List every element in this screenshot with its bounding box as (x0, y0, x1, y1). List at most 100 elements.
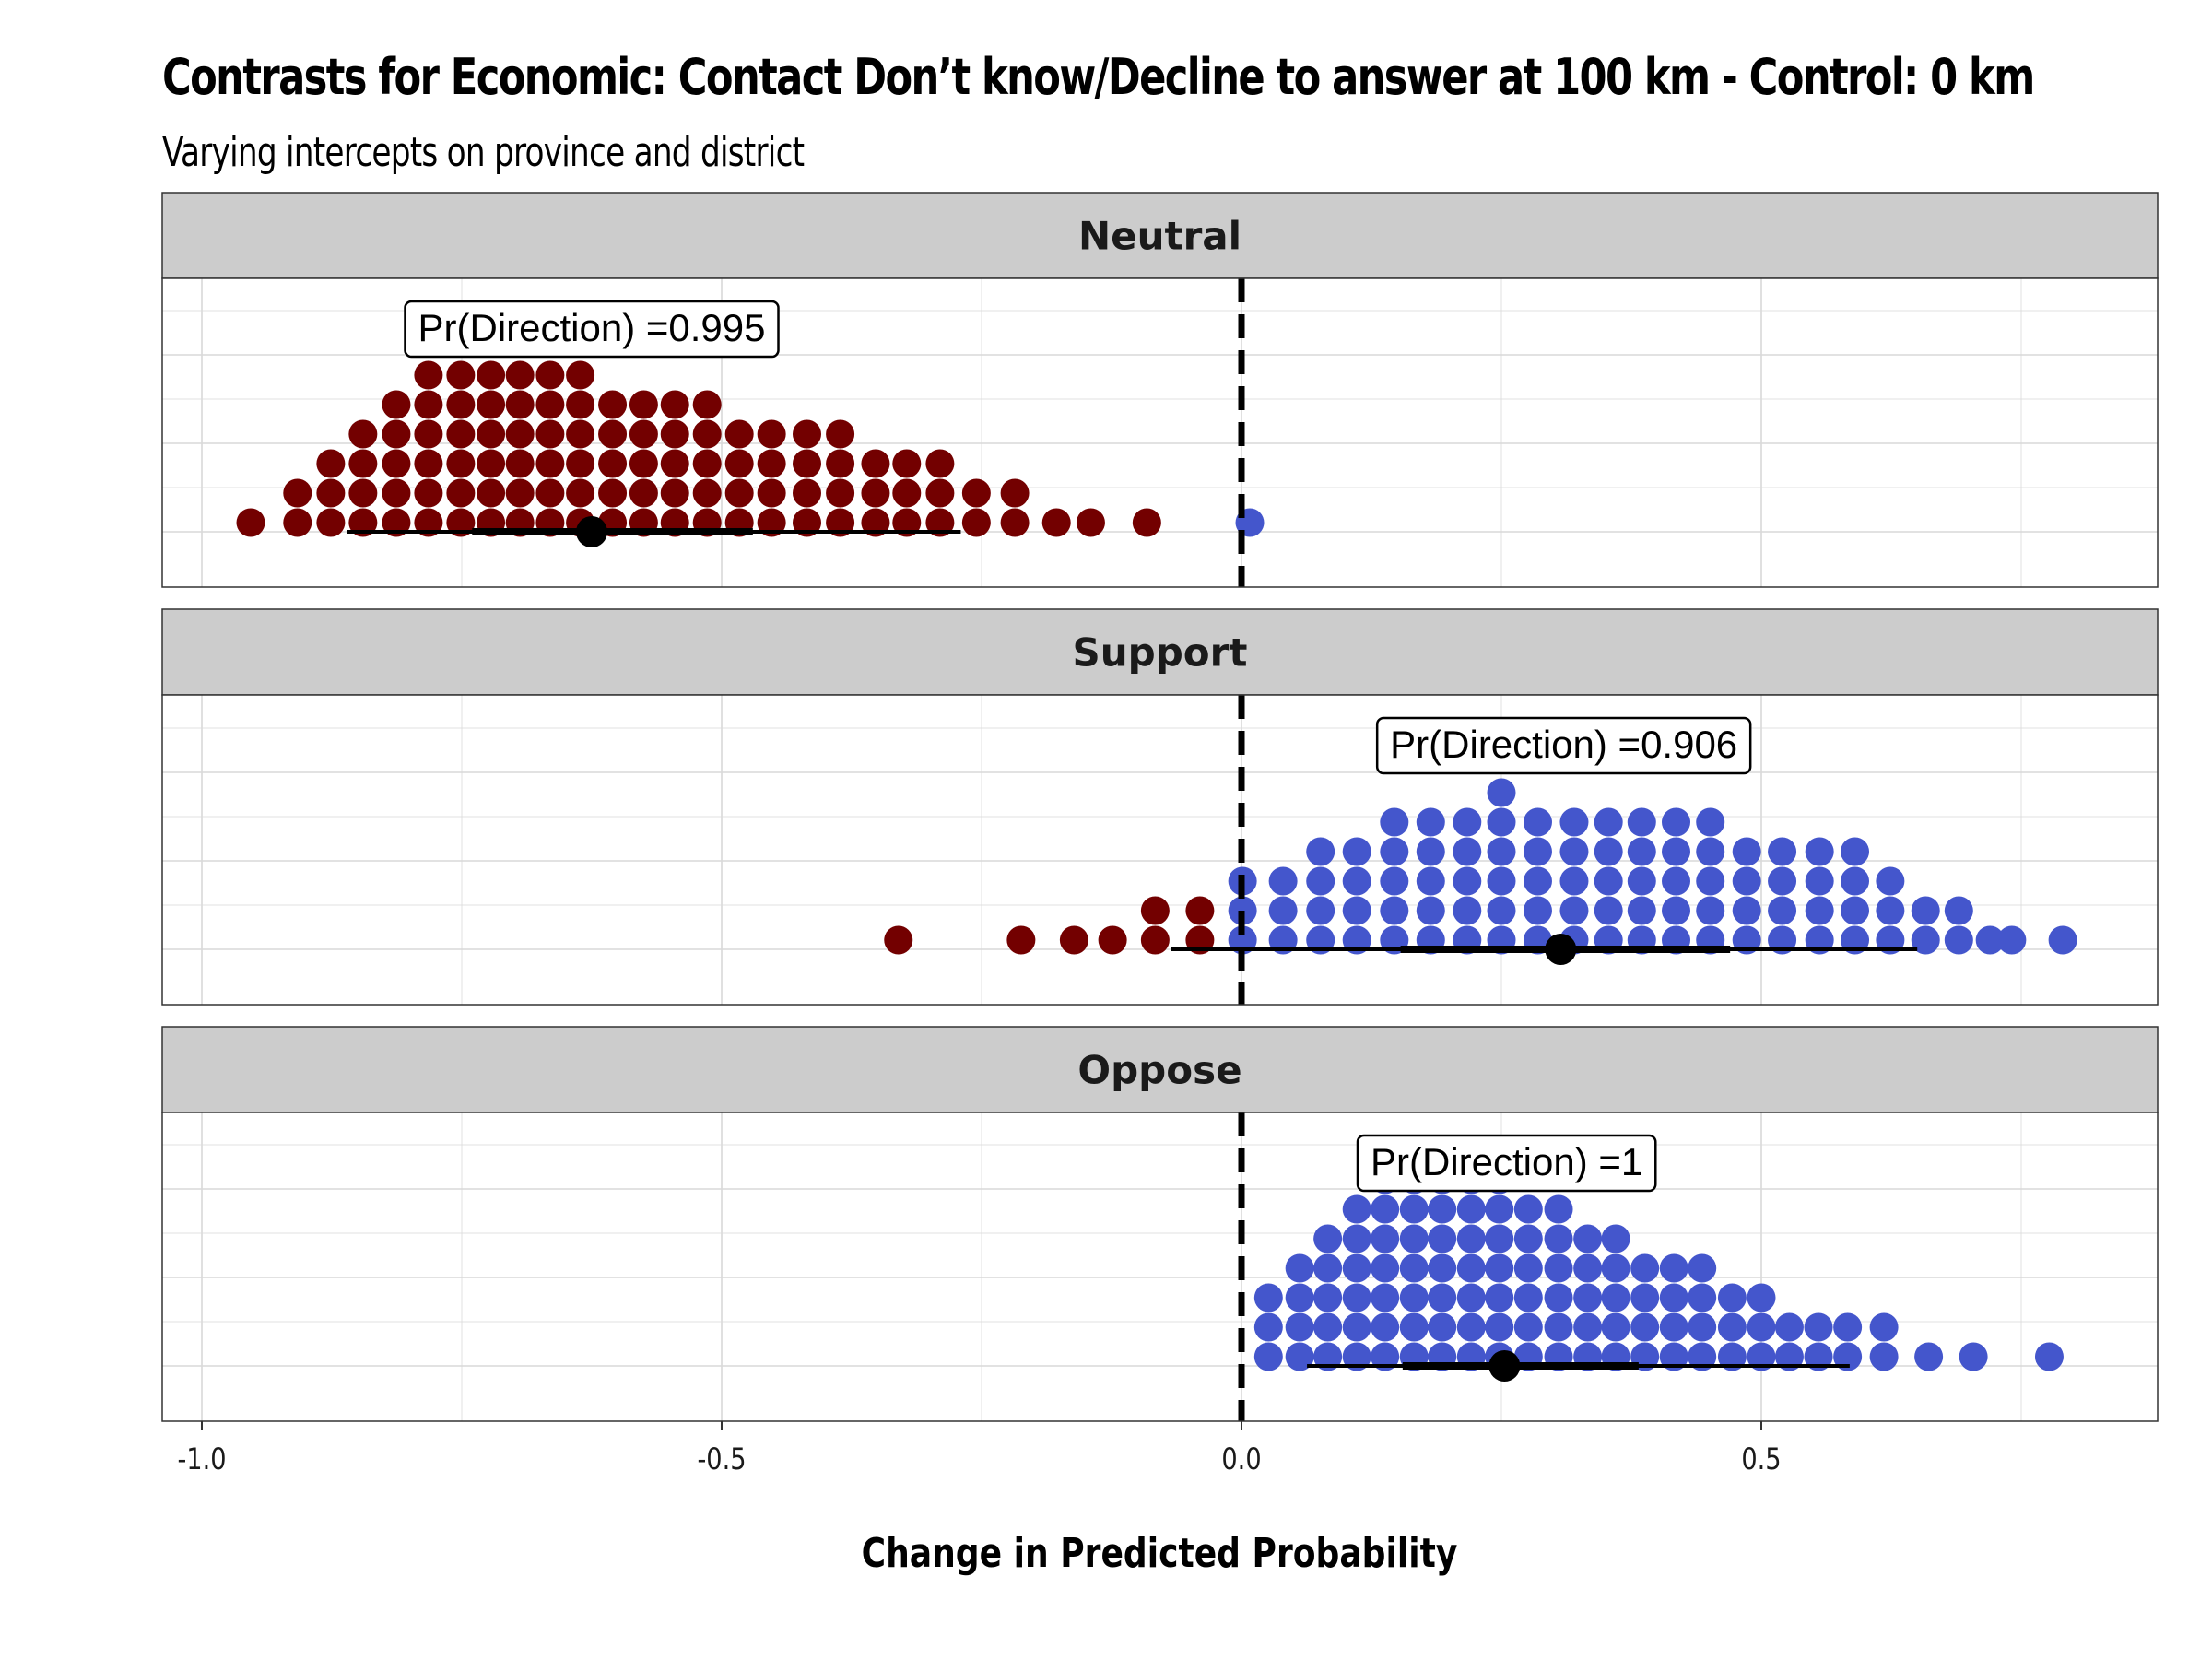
data-dot (1833, 1312, 1863, 1342)
data-dot (660, 419, 689, 449)
data-dot (757, 508, 786, 537)
data-dot (884, 925, 913, 955)
data-dot (961, 508, 991, 537)
data-dot (1911, 925, 1940, 955)
data-dot (1997, 925, 2027, 955)
data-dot (446, 390, 476, 419)
data-dot (1513, 1224, 1543, 1253)
data-dot (1876, 866, 1905, 896)
data-dot (1804, 1342, 1833, 1371)
data-dot (1513, 1253, 1543, 1283)
data-dot (535, 449, 565, 478)
data-dot (724, 478, 754, 508)
data-dot (1594, 837, 1623, 866)
data-dot (925, 508, 955, 537)
data-dot (1688, 1312, 1717, 1342)
point-estimate (576, 516, 607, 547)
chart-subtitle: Varying intercepts on province and distr… (162, 129, 805, 176)
data-dot (446, 508, 476, 537)
data-dot (1487, 807, 1516, 837)
data-dot (1306, 837, 1335, 866)
data-dot (1342, 1312, 1371, 1342)
data-dot (692, 449, 722, 478)
data-dot (1513, 1194, 1543, 1224)
x-tick-label: 0.5 (1741, 1442, 1781, 1477)
data-dot (1059, 925, 1088, 955)
data-dot (1485, 1253, 1514, 1283)
data-dot (1659, 1283, 1688, 1312)
data-dot (598, 390, 628, 419)
x-axis-title: Change in Predicted Probability (862, 1531, 1458, 1577)
data-dot (348, 419, 378, 449)
data-dot (1313, 1342, 1343, 1371)
panel-border (161, 1112, 2159, 1422)
data-dot (1841, 866, 1870, 896)
data-dot (1306, 896, 1335, 925)
data-dot (892, 449, 922, 478)
data-dot (826, 419, 855, 449)
data-dot (598, 449, 628, 478)
data-dot (505, 419, 535, 449)
data-dot (1253, 1342, 1283, 1371)
direction-annotation-text: Pr(Direction) =0.906 (1390, 723, 1737, 766)
data-dot (1000, 478, 1030, 508)
data-dot (382, 449, 411, 478)
data-dot (1456, 1283, 1486, 1312)
data-dot (446, 478, 476, 508)
data-dot (1559, 866, 1589, 896)
data-dot (1523, 807, 1552, 837)
data-dot (1696, 807, 1725, 837)
data-dot (1774, 1342, 1804, 1371)
data-dot (1944, 925, 1973, 955)
data-dot (1523, 866, 1552, 896)
data-dot (535, 478, 565, 508)
data-dot (660, 478, 689, 508)
data-dot (566, 360, 595, 390)
data-dot (1601, 1253, 1630, 1283)
data-dot (1371, 1342, 1400, 1371)
data-dot (1416, 896, 1445, 925)
data-dot (1841, 896, 1870, 925)
data-dot (1559, 807, 1589, 837)
data-dot (1717, 1312, 1747, 1342)
data-dot (1268, 896, 1298, 925)
data-dot (1313, 1283, 1343, 1312)
data-dot (692, 390, 722, 419)
data-dot (826, 508, 855, 537)
data-dot (1688, 1283, 1717, 1312)
chart-title: Contrasts for Economic: Contact Don’t kn… (162, 48, 2035, 106)
data-dot (861, 478, 890, 508)
data-dot (1006, 925, 1036, 955)
data-dot (1253, 1312, 1283, 1342)
data-dot (1342, 1224, 1371, 1253)
data-dot (826, 449, 855, 478)
data-dot (1768, 837, 1797, 866)
data-dot (1559, 837, 1589, 866)
data-dot (1306, 925, 1335, 955)
data-dot (1132, 508, 1161, 537)
data-dot (1876, 896, 1905, 925)
data-dot (1573, 1312, 1603, 1342)
data-dot (477, 390, 506, 419)
data-dot (724, 419, 754, 449)
data-dot (382, 508, 411, 537)
data-dot (348, 478, 378, 508)
data-dot (1487, 837, 1516, 866)
data-dot (1342, 1283, 1371, 1312)
x-tick-label: -1.0 (177, 1442, 226, 1477)
data-dot (2048, 925, 2077, 955)
data-dot (660, 449, 689, 478)
data-dot (414, 508, 443, 537)
data-dot (477, 419, 506, 449)
data-dot (925, 478, 955, 508)
data-dot (1841, 925, 1870, 955)
data-dot (1601, 1283, 1630, 1312)
data-dot (566, 390, 595, 419)
data-dot (236, 508, 265, 537)
data-dot (316, 478, 346, 508)
data-dot (535, 419, 565, 449)
data-dot (1717, 1283, 1747, 1312)
data-dot (1732, 925, 1761, 955)
data-dot (1428, 1312, 1457, 1342)
